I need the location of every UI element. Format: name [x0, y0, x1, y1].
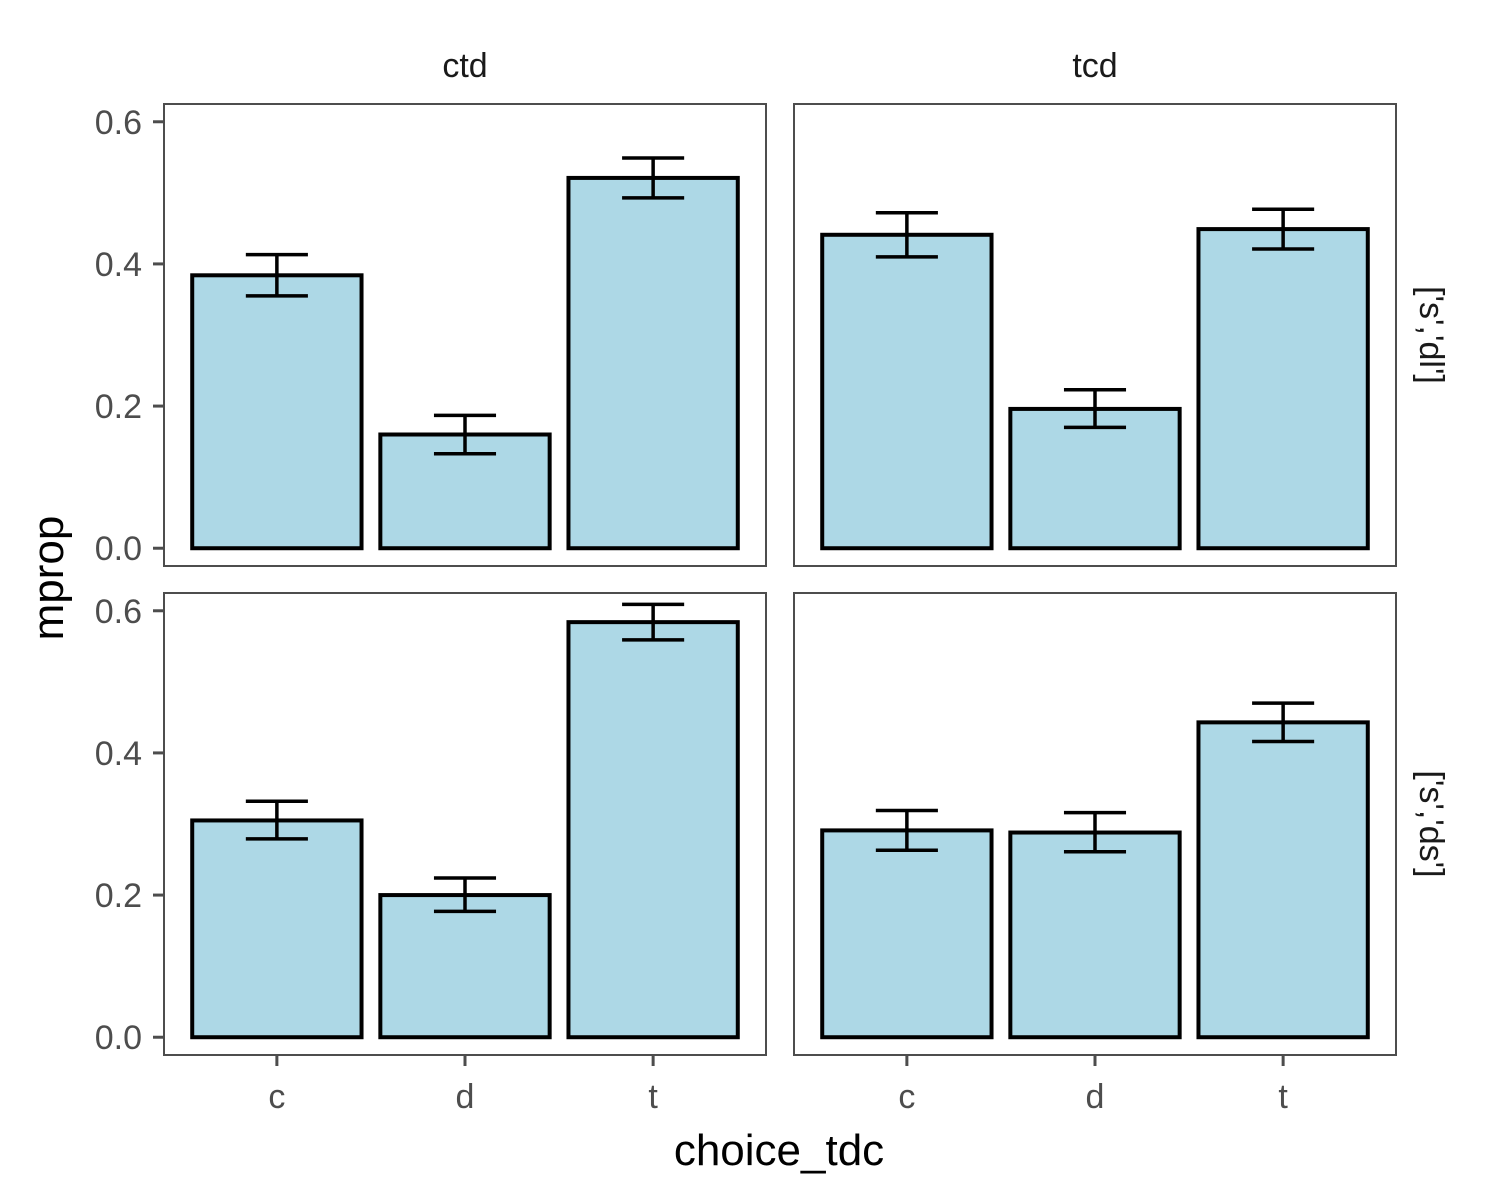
bar-c: [190, 818, 364, 1040]
bar-d: [1008, 406, 1182, 551]
bar-c: [190, 273, 364, 551]
y-tick-label: 0.6: [95, 593, 142, 631]
panel-r1-c2: [793, 103, 1397, 567]
col-strip-label-ctd: ctd: [442, 47, 487, 85]
x-tick-label-t: t: [1278, 1078, 1288, 1116]
panel-border: [793, 103, 1397, 567]
panels-layer: ctd tcd['s','dl']['s','ds']0.00.20.40.60.…: [95, 47, 1450, 1116]
errorbar-t: [1252, 701, 1315, 744]
x-axis-title: choice_tdc: [674, 1126, 884, 1175]
errorbar-c: [875, 210, 938, 259]
errorbar-t: [622, 156, 685, 200]
bar-t: [1196, 227, 1370, 551]
x-tick-label-t: t: [648, 1078, 658, 1116]
y-axis-title: mprop: [24, 516, 73, 641]
errorbar-d: [433, 876, 497, 914]
errorbar-t: [1252, 207, 1315, 251]
bar-t: [566, 175, 740, 551]
panel-r1-c1: 0.0 0.2 0.4 0.6: [95, 103, 767, 568]
errorbar-c: [875, 808, 938, 853]
y-tick-label: 0.4: [95, 735, 142, 773]
y-tick-label: 0.4: [95, 246, 142, 284]
y-tick-label: 0.0: [95, 1019, 142, 1057]
bar-t: [566, 620, 740, 1040]
panel-border: [163, 103, 767, 567]
x-tick-label-c: c: [898, 1078, 915, 1116]
row-strip-label-2: ['s','ds']: [1412, 770, 1450, 877]
x-tick-label-c: c: [268, 1078, 285, 1116]
errorbar-c: [245, 799, 308, 841]
errorbar-d: [433, 413, 497, 456]
y-tick-label: 0.0: [95, 530, 142, 568]
row-strip-label-1: ['s','dl']: [1412, 286, 1450, 384]
errorbar-t: [622, 602, 685, 642]
y-tick-label: 0.2: [95, 388, 142, 426]
bar-c: [820, 828, 994, 1040]
errorbar-d: [1063, 810, 1127, 854]
col-strip-label-tcd: tcd: [1072, 47, 1117, 85]
errorbar-c: [245, 252, 308, 298]
bar-c: [820, 232, 994, 551]
panel-r2-c1: 0.0 0.2 0.4 0.6 c d t: [95, 592, 767, 1116]
y-tick-label: 0.6: [95, 104, 142, 142]
bar-t: [1196, 720, 1370, 1040]
y-tick-label: 0.2: [95, 877, 142, 915]
x-tick-label-d: d: [1086, 1078, 1105, 1116]
bar-d: [1008, 830, 1182, 1040]
bar-d: [378, 893, 552, 1040]
errorbar-d: [1063, 387, 1127, 430]
x-tick-label-d: d: [456, 1078, 475, 1116]
